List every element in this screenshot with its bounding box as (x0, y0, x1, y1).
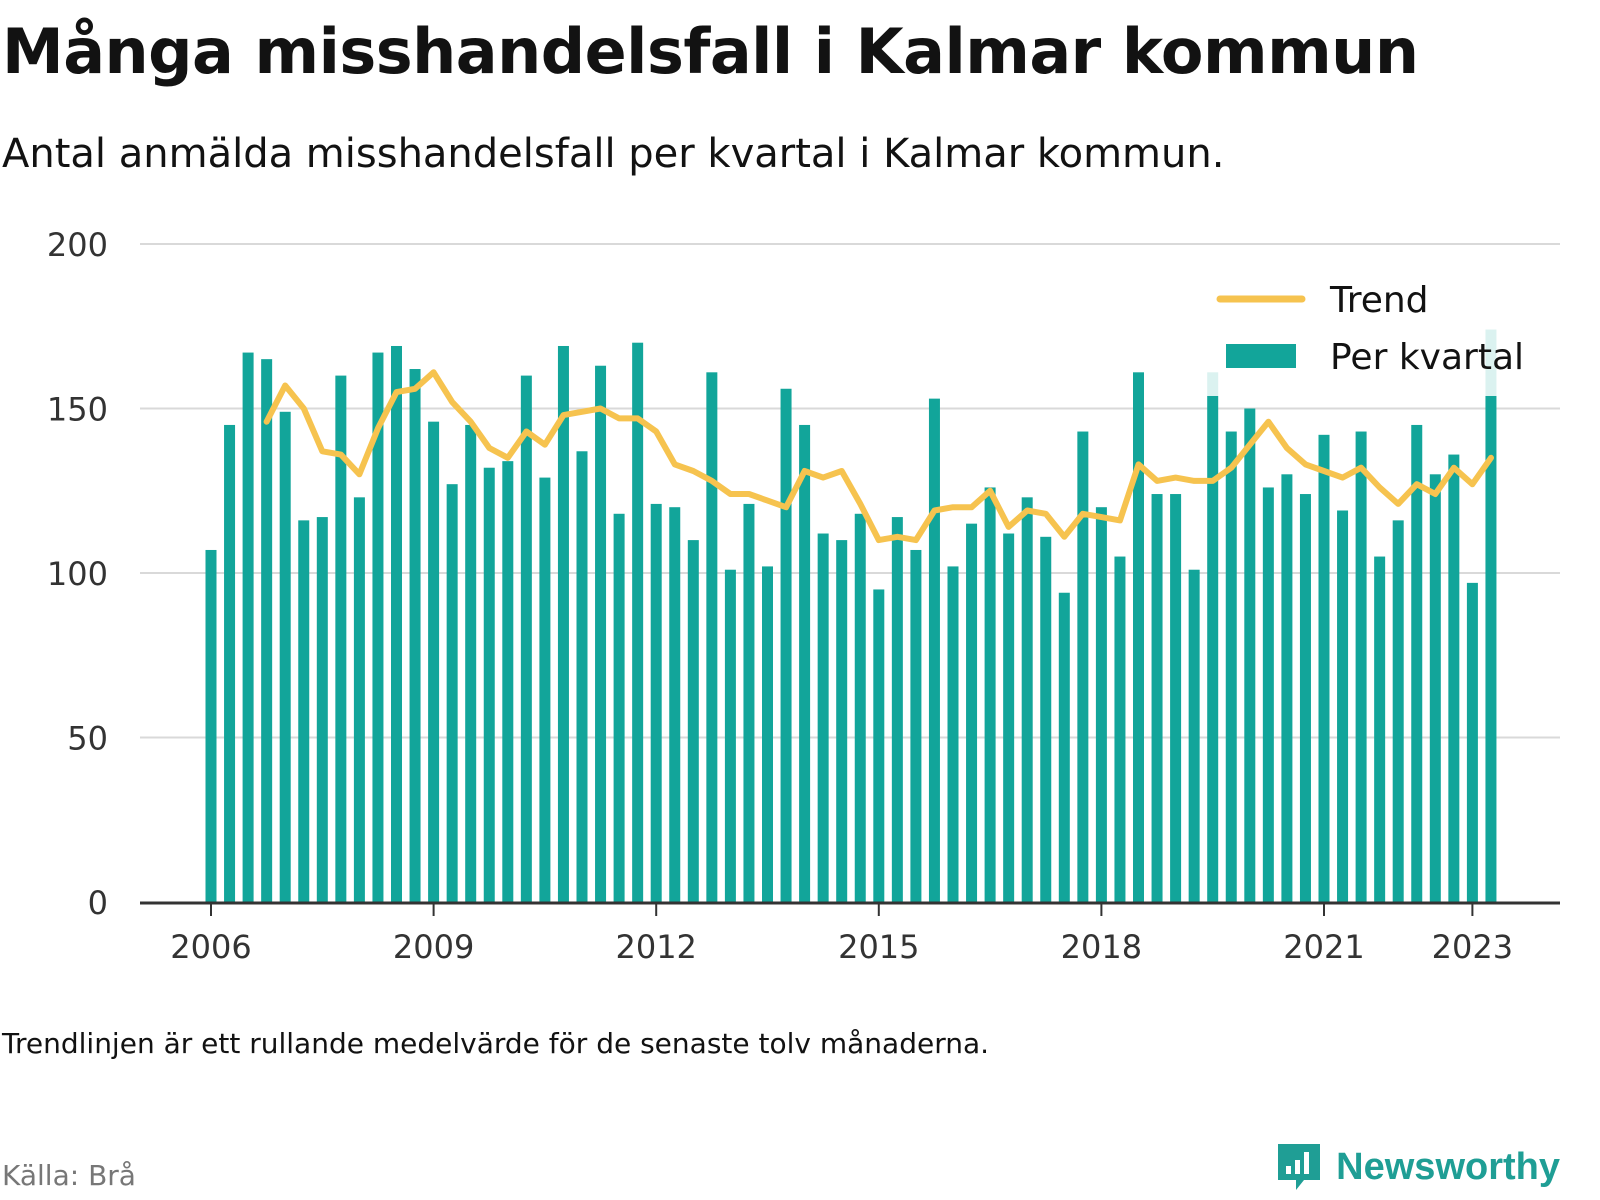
bar (1058, 592, 1070, 902)
bar (1466, 582, 1478, 902)
brand-logo: Newsworthy (1274, 1140, 1560, 1194)
y-tick-label: 200 (47, 226, 108, 264)
x-axis-labels: 2006 2009 2012 2015 2018 2021 2023 (170, 904, 1513, 966)
bar (724, 569, 736, 902)
bar (1337, 510, 1349, 902)
x-tick-label: 2021 (1283, 928, 1364, 966)
bar (706, 372, 718, 902)
bar (353, 497, 365, 902)
bar (279, 411, 291, 902)
newsworthy-icon (1278, 1144, 1321, 1190)
bar (1318, 434, 1330, 902)
bar (947, 566, 959, 902)
bar (1133, 372, 1144, 902)
bar (1411, 424, 1423, 902)
bar (242, 352, 254, 902)
bar (261, 359, 273, 902)
bar (1114, 556, 1126, 902)
bar (836, 540, 848, 902)
bar (1170, 494, 1182, 902)
bar (1077, 431, 1089, 902)
bar (799, 424, 811, 902)
bar (1021, 497, 1033, 902)
bar (428, 421, 440, 902)
bar (687, 540, 699, 902)
bar (650, 503, 662, 902)
bar (1003, 533, 1015, 902)
chart-legend: Trend Per kvartal (1200, 264, 1534, 396)
trend-line (263, 369, 1494, 544)
legend-bar-label: Per kvartal (1330, 337, 1524, 378)
legend-trend-label: Trend (1329, 280, 1429, 321)
chart-subtitle: Antal anmälda misshandelsfall per kvarta… (2, 131, 1225, 177)
bar (1485, 329, 1497, 902)
brand-name: Newsworthy (1336, 1145, 1560, 1188)
x-tick-label: 2006 (170, 928, 251, 966)
bar (372, 352, 384, 902)
bar (984, 487, 996, 902)
x-tick-label: 2018 (1061, 928, 1142, 966)
bar (224, 424, 236, 902)
legend-bar-swatch (1226, 344, 1296, 368)
bar (1392, 520, 1404, 902)
bar (1429, 474, 1441, 902)
x-tick-label: 2012 (615, 928, 696, 966)
bar (743, 503, 755, 902)
bar (762, 566, 773, 902)
bar (1207, 372, 1219, 902)
bar (205, 549, 217, 902)
y-tick-label: 0 (88, 884, 108, 922)
bar (1151, 494, 1163, 902)
bar (1299, 494, 1311, 902)
bar (854, 513, 866, 902)
bar (1262, 487, 1274, 902)
bar (595, 365, 607, 903)
bar (1225, 431, 1237, 902)
bar (316, 517, 328, 902)
y-tick-label: 150 (47, 391, 108, 429)
chart-title: Många misshandelsfall i Kalmar kommun (2, 15, 1419, 88)
bar (1095, 507, 1107, 902)
bar (298, 520, 310, 902)
bar-line-chart: 0 50 100 150 200 2006 2009 2012 2015 2018 2021 202… (47, 226, 1560, 966)
bar (335, 375, 347, 903)
bar (465, 424, 477, 902)
y-tick-label: 100 (47, 555, 108, 593)
footnote: Trendlinjen är ett rullande medelvärde f… (2, 1027, 990, 1060)
bar (966, 523, 978, 902)
bar (1188, 569, 1200, 902)
bar (1281, 474, 1293, 902)
bar (780, 388, 792, 902)
bar (576, 451, 588, 902)
bar (409, 369, 421, 902)
bar (502, 461, 514, 902)
bar (928, 398, 940, 902)
bar-series (205, 329, 1497, 903)
legend-bg (1200, 264, 1534, 396)
bar (1448, 454, 1460, 902)
bar (669, 507, 681, 902)
bar (910, 549, 922, 902)
bar (632, 342, 644, 902)
bar (613, 513, 625, 902)
bar (1040, 536, 1052, 902)
bar (483, 467, 495, 902)
x-tick-label: 2023 (1432, 928, 1513, 966)
y-axis-labels: 0 50 100 150 200 (47, 226, 108, 922)
source-label: Källa: Brå (2, 1159, 136, 1192)
bar (817, 533, 829, 902)
bar (391, 345, 402, 902)
bar (520, 375, 532, 903)
bar (1244, 408, 1256, 902)
bar (446, 484, 458, 902)
bar (557, 345, 569, 902)
y-tick-label: 50 (67, 720, 108, 758)
bar (1374, 556, 1386, 902)
bar (539, 477, 551, 902)
bar (873, 589, 885, 902)
bar (1355, 431, 1367, 902)
bar (891, 517, 903, 902)
x-tick-label: 2015 (838, 928, 919, 966)
x-tick-label: 2009 (393, 928, 474, 966)
